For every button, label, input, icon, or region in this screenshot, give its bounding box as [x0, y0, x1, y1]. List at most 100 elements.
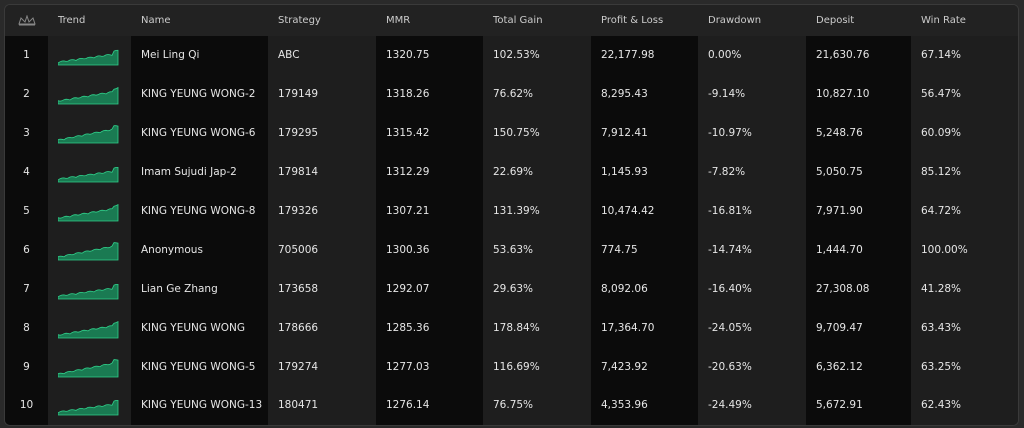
table-row: 5 KING YEUNG WONG-8 179326 1307.21 131.39% 10… [5, 191, 1018, 231]
table-cell: 1,145.93 [591, 152, 698, 192]
table-cell: 53.63% [483, 230, 591, 270]
table-cell: 6,362.12 [806, 347, 911, 387]
table-cell: KING YEUNG WONG-2 [131, 74, 268, 114]
leaderboard: Trend Name Strategy MMR Total Gain Profit & L… [4, 4, 1019, 426]
table-cell: 1285.36 [376, 308, 483, 348]
table-cell: 64.72% [911, 191, 1018, 231]
trend-cell [48, 347, 131, 387]
table-cell: 56.47% [911, 74, 1018, 114]
table-cell: 173658 [268, 269, 376, 309]
rank-cell: 2 [5, 74, 48, 114]
table-row: 8 KING YEUNG WONG 178666 1285.36 178.84% 17,3… [5, 308, 1018, 348]
table-cell: 1276.14 [376, 386, 483, 425]
table-row: 3 KING YEUNG WONG-6 179295 1315.42 150.75% 7,… [5, 113, 1018, 153]
table-cell: KING YEUNG WONG-13 [131, 386, 268, 425]
table-cell: 179274 [268, 347, 376, 387]
column-header: Total Gain [483, 5, 591, 36]
trend-cell [48, 230, 131, 270]
table-cell: 180471 [268, 386, 376, 425]
table-cell: 1315.42 [376, 113, 483, 153]
table-cell: Imam Sujudi Jap-2 [131, 152, 268, 192]
table-cell: -14.74% [698, 230, 806, 270]
table-cell: 131.39% [483, 191, 591, 231]
trend-sparkline [58, 283, 119, 300]
table-cell: 179149 [268, 74, 376, 114]
table-cell: 29.63% [483, 269, 591, 309]
table-cell: 27,308.08 [806, 269, 911, 309]
rank-cell: 8 [5, 308, 48, 348]
trend-sparkline [58, 400, 119, 416]
header-row: Trend Name Strategy MMR Total Gain Profit & L… [5, 5, 1018, 36]
table-cell: 7,912.41 [591, 113, 698, 153]
table-cell: -7.82% [698, 152, 806, 192]
table-cell: 1300.36 [376, 230, 483, 270]
table-cell: 10,827.10 [806, 74, 911, 114]
table-row: 1 Mei Ling Qi ABC 1320.75 102.53% 22,177.98 0.… [5, 36, 1018, 75]
table-row: 7 Lian Ge Zhang 173658 1292.07 29.63% 8,092.0… [5, 269, 1018, 309]
table-cell: -24.05% [698, 308, 806, 348]
table-cell: 41.28% [911, 269, 1018, 309]
trend-cell [48, 152, 131, 192]
table-cell: 179295 [268, 113, 376, 153]
table-cell: 5,248.76 [806, 113, 911, 153]
crown-icon [5, 5, 48, 36]
trend-cell [48, 191, 131, 231]
table-cell: KING YEUNG WONG [131, 308, 268, 348]
table-cell: KING YEUNG WONG-6 [131, 113, 268, 153]
table-cell: 7,423.92 [591, 347, 698, 387]
table-cell: 10,474.42 [591, 191, 698, 231]
table-cell: 100.00% [911, 230, 1018, 270]
table-cell: 76.75% [483, 386, 591, 425]
trend-cell [48, 36, 131, 75]
table-row: 2 KING YEUNG WONG-2 179149 1318.26 76.62% 8,2… [5, 74, 1018, 114]
table-cell: 63.25% [911, 347, 1018, 387]
trend-sparkline [58, 87, 119, 105]
column-header: Trend [48, 5, 131, 36]
rank-cell: 9 [5, 347, 48, 387]
table-cell: 22,177.98 [591, 36, 698, 75]
table-cell: 774.75 [591, 230, 698, 270]
table-cell: 21,630.76 [806, 36, 911, 75]
rank-cell: 7 [5, 269, 48, 309]
table-row: 10 KING YEUNG WONG-13 180471 1276.14 76.75% 4… [5, 386, 1018, 425]
table-cell: 1307.21 [376, 191, 483, 231]
trend-sparkline [58, 50, 119, 66]
table-cell: 178666 [268, 308, 376, 348]
table-cell: 1318.26 [376, 74, 483, 114]
table-cell: -16.81% [698, 191, 806, 231]
column-header: Profit & Loss [591, 5, 698, 36]
table-cell: 150.75% [483, 113, 591, 153]
column-header: Name [131, 5, 268, 36]
rank-cell: 3 [5, 113, 48, 153]
trend-cell [48, 269, 131, 309]
table-cell: 5,672.91 [806, 386, 911, 425]
table-row: 6 Anonymous 705006 1300.36 53.63% 774.75 -14.7… [5, 230, 1018, 270]
table-cell: -10.97% [698, 113, 806, 153]
trend-sparkline [58, 242, 119, 261]
table-body: 1 Mei Ling Qi ABC 1320.75 102.53% 22,177.98 0.… [5, 36, 1018, 425]
table-cell: 67.14% [911, 36, 1018, 75]
table-cell: 76.62% [483, 74, 591, 114]
table-row: 4 Imam Sujudi Jap-2 179814 1312.29 22.69% 1,1… [5, 152, 1018, 192]
table-cell: 0.00% [698, 36, 806, 75]
table-cell: 4,353.96 [591, 386, 698, 425]
table-cell: 22.69% [483, 152, 591, 192]
table-cell: 9,709.47 [806, 308, 911, 348]
rank-cell: 4 [5, 152, 48, 192]
table-cell: 179814 [268, 152, 376, 192]
table-cell: 705006 [268, 230, 376, 270]
trend-sparkline [58, 358, 119, 377]
rank-cell: 1 [5, 36, 48, 75]
trend-sparkline [58, 167, 119, 183]
table-cell: KING YEUNG WONG-8 [131, 191, 268, 231]
rank-cell: 10 [5, 386, 48, 425]
rank-cell: 5 [5, 191, 48, 231]
table-cell: 178.84% [483, 308, 591, 348]
table-cell: 1,444.70 [806, 230, 911, 270]
table-cell: 17,364.70 [591, 308, 698, 348]
table-cell: 8,295.43 [591, 74, 698, 114]
trend-sparkline [58, 125, 119, 144]
table-cell: -24.49% [698, 386, 806, 425]
table-cell: 63.43% [911, 308, 1018, 348]
column-header: Strategy [268, 5, 376, 36]
